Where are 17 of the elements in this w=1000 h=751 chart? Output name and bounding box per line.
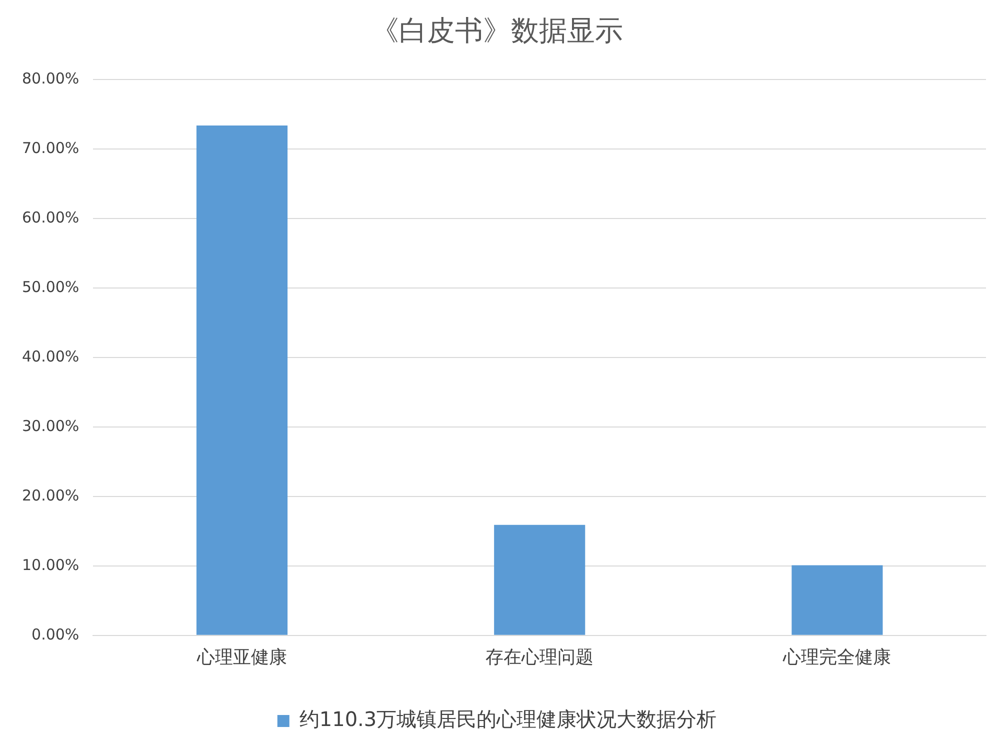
x-tick-label: 存在心理问题 (486, 646, 594, 668)
y-tick-label: 60.00% (22, 208, 80, 226)
y-tick-label: 70.00% (22, 138, 80, 157)
y-tick-label: 40.00% (22, 347, 80, 366)
x-tick-label: 心理完全健康 (782, 646, 892, 668)
bar (792, 565, 883, 635)
bar (196, 125, 288, 635)
legend-label: 约110.3万城镇居民的心理健康状况大数据分析 (299, 707, 717, 732)
y-tick-label: 20.00% (22, 486, 80, 504)
bar (494, 524, 586, 635)
y-tick-label: 50.00% (22, 278, 80, 296)
y-tick-label: 80.00% (22, 69, 80, 88)
y-tick-label: 0.00% (32, 625, 80, 644)
x-tick-label: 心理亚健康 (196, 646, 287, 668)
y-tick-label: 30.00% (22, 416, 80, 435)
chart-title: 《白皮书》数据显示 (371, 14, 623, 48)
y-tick-label: 10.00% (22, 556, 80, 574)
